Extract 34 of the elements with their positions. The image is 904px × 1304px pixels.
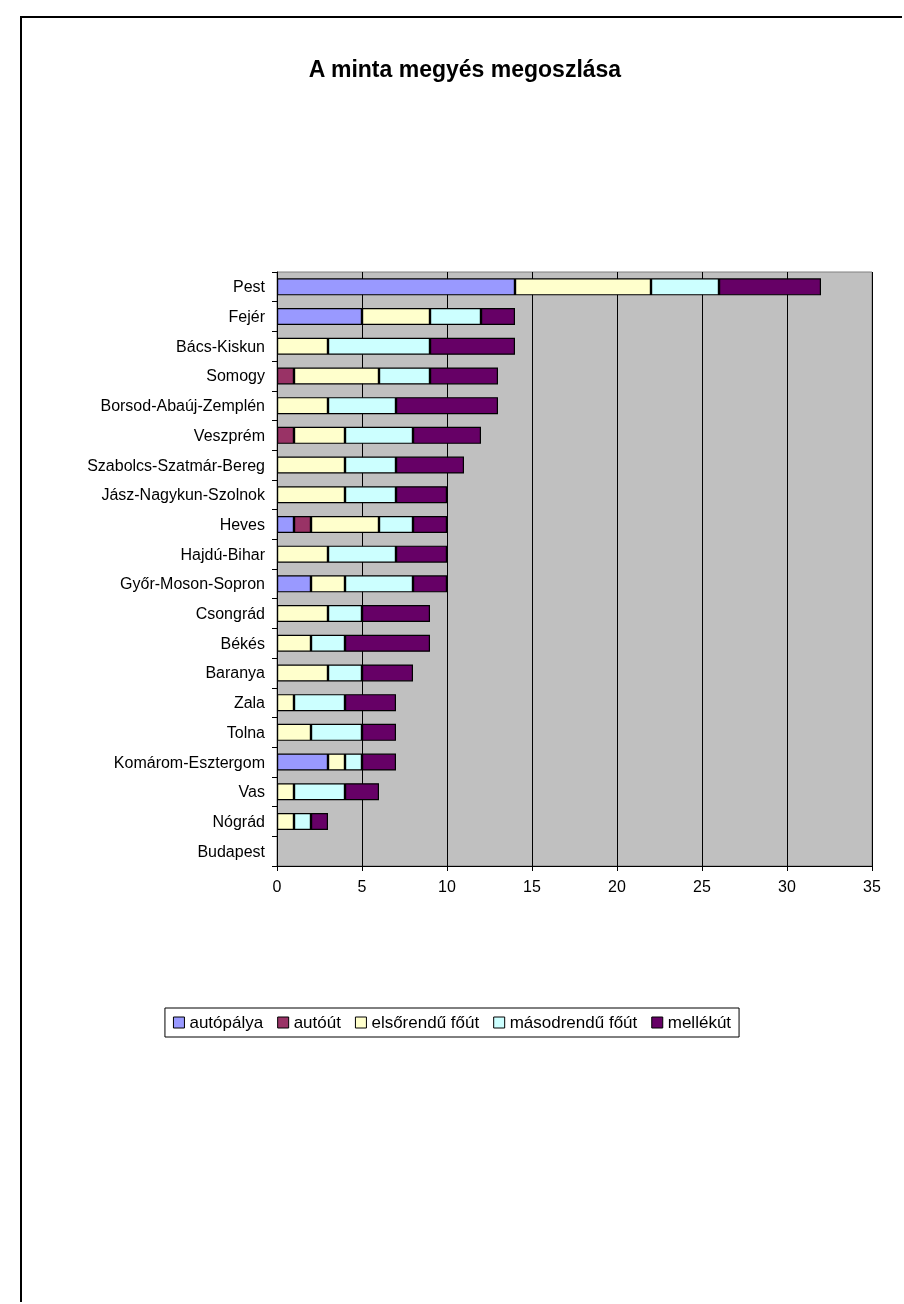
y-tick-label: Baranya (205, 664, 266, 682)
y-tick-label: Bács-Kiskun (176, 337, 265, 355)
legend-label: másodrendű főút (509, 1013, 638, 1032)
legend-label: mellékút (667, 1013, 732, 1032)
y-tick-label: Tolna (226, 723, 266, 741)
y-tick-label: Zala (233, 694, 266, 712)
y-tick-label: Szabolcs-Szatmár-Bereg (87, 456, 265, 474)
y-tick-label: Nógrád (212, 812, 265, 830)
x-tick-label: 20 (608, 877, 626, 895)
x-tick-label: 10 (438, 877, 456, 895)
x-tick-label: 0 (272, 877, 282, 895)
y-tick-label: Veszprém (193, 426, 265, 444)
y-tick-label: Pest (232, 278, 266, 296)
legend-label: autópálya (189, 1013, 264, 1032)
y-tick-label: Csongrád (195, 605, 265, 623)
x-tick-label: 35 (863, 877, 881, 895)
y-tick-label: Vas (238, 783, 265, 801)
x-tick-label: 15 (523, 877, 541, 895)
x-tick-label: 5 (357, 877, 367, 895)
y-tick-label: Békés (220, 634, 265, 652)
y-tick-label: Somogy (206, 367, 265, 385)
y-tick-label: Fejér (228, 308, 266, 326)
legend-label: autóút (293, 1013, 342, 1032)
y-tick-label: Hajdú-Bihar (180, 545, 266, 563)
y-tick-label: Heves (219, 515, 265, 533)
y-tick-label: Borsod-Abaúj-Zemplén (100, 397, 265, 415)
legend-label: elsőrendű főút (371, 1013, 480, 1032)
y-tick-label: Budapest (197, 842, 266, 860)
y-tick-label: Jász-Nagykun-Szolnok (101, 486, 266, 504)
y-tick-label: Komárom-Esztergom (113, 753, 265, 771)
chart-title: A minta megyés megoszlása (308, 55, 622, 82)
y-tick-label: Győr-Moson-Sopron (120, 575, 265, 593)
x-tick-label: 25 (693, 877, 711, 895)
x-tick-label: 30 (778, 877, 796, 895)
